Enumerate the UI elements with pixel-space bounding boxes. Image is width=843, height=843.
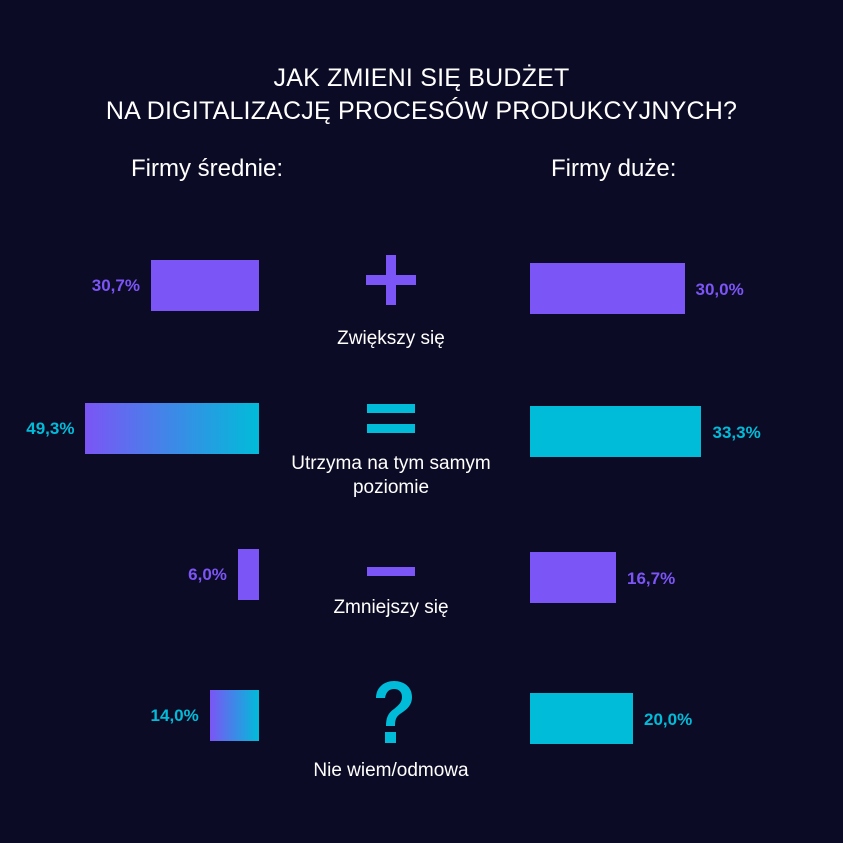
equals-icon xyxy=(367,404,415,434)
bar-medium-1 xyxy=(150,260,259,311)
value-label-medium-1: 30,7% xyxy=(91,276,140,295)
value-label-medium-4: 14,0% xyxy=(150,706,199,725)
series-header-medium: Firmy średnie: xyxy=(131,155,284,182)
bar-large-2 xyxy=(530,406,702,457)
bar-large-3 xyxy=(530,552,616,603)
value-label-large-1: 30,0% xyxy=(695,280,744,299)
question-icon xyxy=(368,680,418,746)
value-label-medium-2: 49,3% xyxy=(26,419,75,438)
value-label-large-3: 16,7% xyxy=(627,569,676,588)
bar-large-4 xyxy=(530,693,633,744)
category-label-line: poziomie xyxy=(352,477,430,498)
value-label-large-4: 20,0% xyxy=(644,710,693,729)
value-label-medium-3: 6,0% xyxy=(188,565,227,584)
category-label-line: Nie wiem/odmowa xyxy=(313,760,469,781)
chart-title-line-1: JAK ZMIENI SIĘ BUDŻET xyxy=(273,64,570,92)
bar-medium-3 xyxy=(237,549,259,600)
bar-large-1 xyxy=(530,263,685,314)
chart-title-line-2: NA DIGITALIZACJĘ PROCESÓW PRODUKCYJNYCH? xyxy=(105,97,738,125)
series-header-large: Firmy duże: xyxy=(551,155,677,182)
minus-icon xyxy=(367,564,415,576)
category-label-2: Utrzyma na tym samym poziomie xyxy=(241,452,541,500)
bar-medium-4 xyxy=(209,690,259,741)
category-label-line: Zmniejszy się xyxy=(333,597,449,618)
category-label-line: Zwiększy się xyxy=(337,328,445,349)
category-label-line: Utrzyma na tym samym xyxy=(291,453,491,474)
bar-medium-2 xyxy=(85,403,259,454)
category-label-3: Zmniejszy się xyxy=(241,596,541,620)
value-label-large-2: 33,3% xyxy=(712,423,761,442)
category-label-1: Zwiększy się xyxy=(241,327,541,351)
plus-icon xyxy=(366,255,416,305)
category-label-4: Nie wiem/odmowa xyxy=(241,759,541,783)
